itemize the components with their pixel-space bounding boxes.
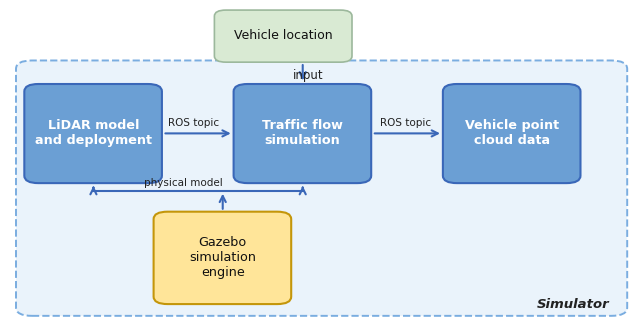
FancyBboxPatch shape [214, 10, 352, 62]
Text: Traffic flow
simulation: Traffic flow simulation [262, 119, 343, 148]
Text: Vehicle point
cloud data: Vehicle point cloud data [465, 119, 559, 148]
Text: Simulator: Simulator [536, 298, 609, 310]
FancyBboxPatch shape [16, 60, 627, 316]
FancyBboxPatch shape [443, 84, 580, 183]
FancyBboxPatch shape [234, 84, 371, 183]
Text: physical model: physical model [144, 178, 223, 188]
Text: Vehicle location: Vehicle location [234, 30, 333, 42]
Text: LiDAR model
and deployment: LiDAR model and deployment [35, 119, 152, 148]
Text: Gazebo
simulation
engine: Gazebo simulation engine [189, 236, 256, 279]
FancyBboxPatch shape [24, 84, 162, 183]
Text: input: input [292, 69, 323, 82]
Text: ROS topic: ROS topic [380, 118, 431, 128]
Text: ROS topic: ROS topic [168, 118, 219, 128]
FancyBboxPatch shape [154, 212, 291, 304]
